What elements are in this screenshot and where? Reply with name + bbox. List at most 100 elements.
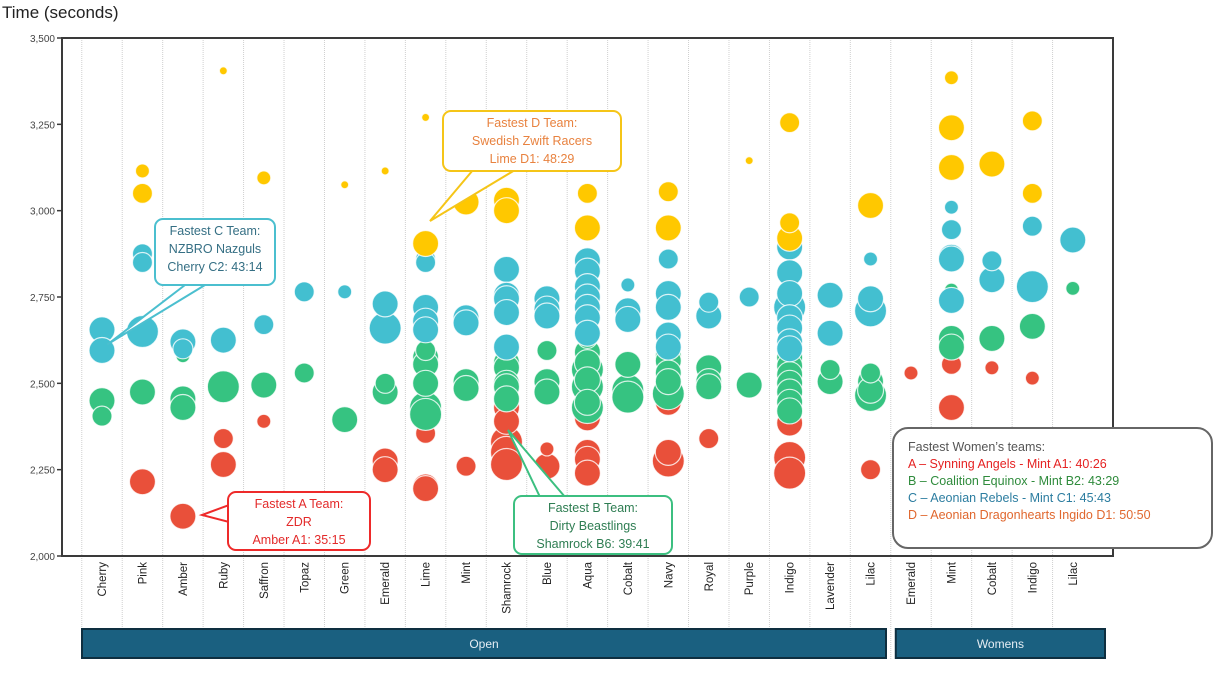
bubble-b <box>1018 312 1046 340</box>
bubble-b <box>206 370 240 404</box>
bubble-c <box>620 277 636 293</box>
bubble-d <box>856 191 885 220</box>
bubble-a <box>698 427 720 450</box>
bubble-b <box>614 350 642 378</box>
bubble-c <box>1059 226 1087 254</box>
bubble-c <box>856 285 885 313</box>
womens-summary-line-d: D – Aeonian Dragonhearts Ingido D1: 50:5… <box>908 508 1151 522</box>
bubble-d <box>256 170 272 186</box>
bubble-c <box>533 302 561 330</box>
annotation-fastest-c: Fastest C Team: NZBRO Nazguls Cherry C2:… <box>154 218 276 286</box>
bubble-b <box>374 372 396 394</box>
bubble-d <box>943 70 960 86</box>
bubble-b <box>819 358 841 381</box>
annotation-line: Amber A1: 35:15 <box>252 533 346 547</box>
annotation-line: Shamrock B6: 39:41 <box>536 537 650 551</box>
bubble-c <box>937 245 966 273</box>
bubble-b <box>695 373 723 401</box>
bubble-d <box>657 181 679 203</box>
bubble-b <box>536 339 558 362</box>
x-tick-label: Mint <box>461 561 473 584</box>
bubble-c <box>412 316 440 344</box>
bubble-a <box>573 459 602 487</box>
bubble-d <box>744 155 754 166</box>
group-label-open: Open <box>469 637 498 651</box>
annotation-fastest-d: Fastest D Team: Swedish Zwift Racers Lim… <box>442 110 622 172</box>
bubble-b <box>128 378 157 406</box>
bubble-d <box>937 153 966 182</box>
bubble-c <box>776 279 804 308</box>
bubble-b <box>331 405 359 434</box>
x-tick-label: Navy <box>663 562 675 588</box>
bubble-a <box>455 455 477 477</box>
group-bar-womens <box>894 628 1107 659</box>
x-tick-label: Lavender <box>825 562 837 610</box>
bubble-c <box>940 219 963 241</box>
bubble-b <box>776 397 804 425</box>
bubble-b <box>978 324 1006 353</box>
bubble-b <box>937 333 966 361</box>
annotation-line: Cherry C2: 43:14 <box>167 260 263 274</box>
bubble-a <box>209 450 237 479</box>
bubble-c <box>698 291 720 313</box>
bubble-b <box>250 371 278 399</box>
bubble-b <box>735 371 763 399</box>
axes: 2,000 2,250 2,500 2,750 3,000 3,250 3,500 <box>30 34 1114 563</box>
bubble-a <box>412 475 440 503</box>
bubble-c <box>816 319 844 347</box>
bubble-b <box>654 368 682 396</box>
x-tick-label: Saffron <box>259 562 271 599</box>
bubble-a <box>212 427 234 450</box>
bubble-d <box>576 182 599 204</box>
bubble-b <box>492 385 521 413</box>
bubble-b <box>91 405 113 427</box>
x-tick-label: Lime <box>421 562 433 587</box>
x-tick-label: Mint <box>946 561 958 584</box>
bubble-d <box>340 180 350 190</box>
bubble-c <box>573 319 602 347</box>
x-tick-label: Emerald <box>380 562 392 605</box>
bubble-a <box>1024 370 1040 386</box>
bubble-d <box>1021 182 1043 204</box>
bubble-c <box>209 326 237 354</box>
bubble-c <box>981 250 1003 272</box>
bubble-b <box>573 388 602 416</box>
x-tick-label: Cherry <box>97 562 109 597</box>
x-tick-label: Cobalt <box>987 561 999 595</box>
callout-tails <box>107 169 568 524</box>
bubble-d <box>654 214 682 242</box>
annotation-line: Swedish Zwift Racers <box>471 134 593 148</box>
x-tick-label: Ruby <box>218 562 230 589</box>
bubble-b <box>415 339 437 362</box>
bubble-c <box>1015 270 1049 304</box>
x-tick-label: Indigo <box>785 562 797 593</box>
bubble-d <box>131 182 154 204</box>
bubble-c <box>492 298 521 327</box>
annotation-line: ZDR <box>286 515 312 529</box>
bubble-a <box>937 393 966 422</box>
bubble-c <box>738 286 760 308</box>
bubble-a <box>773 456 807 490</box>
womens-summary-line-b: B – Coalition Equinox - Mint B2: 43:29 <box>908 474 1120 488</box>
bubble-a <box>539 441 555 457</box>
x-tick-label: Cobalt <box>623 561 635 595</box>
bubble-c <box>937 286 966 315</box>
x-tick-label: Blue <box>542 562 554 585</box>
annotation-line: Fastest B Team: <box>547 501 639 515</box>
x-tick-label: Aqua <box>582 561 594 588</box>
x-tick-label: Green <box>340 562 352 594</box>
y-tick-label: 2,000 <box>30 552 55 563</box>
bubble-b <box>452 374 480 403</box>
bubble-d <box>779 212 801 234</box>
bubble-c <box>492 255 521 283</box>
x-tick-label: Royal <box>704 562 716 591</box>
bubble-c <box>1021 215 1043 237</box>
bubble-c <box>131 251 154 274</box>
annotation-line: Fastest A Team: <box>254 497 344 511</box>
bubble-a <box>489 447 524 482</box>
x-tick-label: Lilac <box>1068 562 1080 586</box>
bubble-a <box>859 459 882 481</box>
x-tick-label: Purple <box>744 562 756 595</box>
bubble-c <box>943 199 960 215</box>
